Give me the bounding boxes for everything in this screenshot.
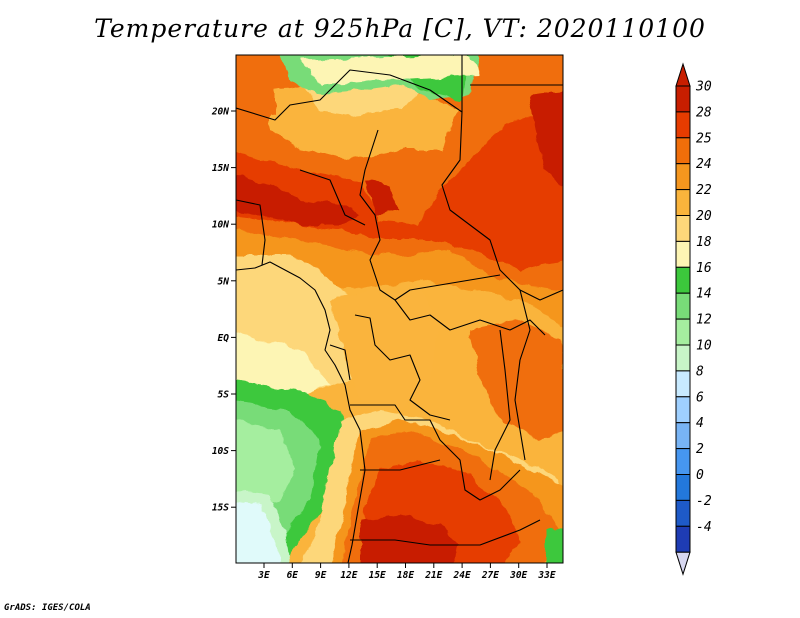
colorbar-swatch [675,422,691,450]
colorbar-label: 6 [696,390,704,405]
lat-tick-label: 10S [212,446,229,457]
colorbar-swatch [675,85,691,113]
colorbar-label: 18 [696,235,712,250]
lat-tick-label: EQ [218,333,230,344]
lat-tick-label: 15N [212,163,229,174]
colorbar-label: 20 [696,209,712,224]
colorbar-swatch [675,292,691,320]
colorbar-label: 12 [696,313,712,328]
lat-tick-label: 10N [212,220,229,231]
colorbar-swatch [675,474,691,501]
temperature-contour-t12 [236,421,295,510]
colorbar-label: 10 [696,339,712,354]
grads-credit: GrADS: IGES/COLA [4,603,91,613]
colorbar-label: 30 [695,80,712,95]
colorbar-swatch [675,525,691,553]
colorbar-swatch [675,215,691,242]
colorbar-swatch [675,137,691,165]
temperature-contour-t8 [236,500,279,563]
colorbar-label: -2 [696,494,712,509]
lat-tick-label: 15S [212,503,229,514]
colorbar-swatch [675,318,691,346]
colorbar-label: 25 [696,131,712,146]
colorbar-swatch [675,111,691,139]
colorbar-upper-arrow [675,62,691,87]
map-frame [235,54,564,564]
temperature-contour-t30 [360,515,460,563]
colorbar-swatch [675,499,691,527]
colorbar-label: 24 [696,157,712,172]
temperature-contour-t30 [236,176,360,225]
colorbar-label: 0 [696,468,704,483]
temperature-field [236,55,563,563]
colorbar-label: 2 [696,442,704,457]
lon-tick-label: 15E [369,570,386,581]
longitude-axis: 3E 6E 9E 12E 15E 18E 21E 24E 27E 30E 33E [257,563,556,581]
temperature-contour-t30 [530,90,563,185]
colorbar-label: 4 [696,416,704,431]
colorbar-swatch [675,344,691,372]
lon-tick-label: 18E [397,570,414,581]
map-area [236,55,563,563]
colorbar-swatch [675,266,691,294]
lon-tick-label: 12E [340,570,357,581]
colorbar-lower-arrow [675,551,691,576]
temperature-contour-t25 [236,55,275,120]
temperature-contour-t25 [470,320,563,440]
colorbar-swatch [675,370,691,398]
colorbar-swatch [675,396,691,424]
lon-tick-label: 21E [424,570,442,581]
lon-tick-label: 33E [537,570,555,581]
latitude-axis: 20N 15N 10N 5N EQ 5S 10S 15S [211,107,236,514]
lat-tick-label: 20N [211,107,229,118]
temperature-contour-t16 [545,526,563,563]
colorbar-label: 14 [696,287,712,302]
lat-tick-label: 5N [218,276,230,287]
country-boundaries [236,55,563,563]
lon-tick-label: 24E [453,570,471,581]
temperature-contour-t18 [300,55,480,85]
colorbar-label: 16 [696,261,712,276]
temperature-contour-t30 [365,180,400,215]
colorbar-label: 28 [696,105,712,120]
temperature-contour-t28 [236,111,563,270]
colorbar-swatch [675,163,691,191]
colorbar-label: -4 [696,520,712,535]
lon-tick-label: 30E [509,570,527,581]
lon-tick-label: 6E [287,570,299,581]
colorbar-label: 8 [696,364,704,379]
temperature-contour-t18 [236,331,330,395]
lon-tick-label: 3E [257,570,270,581]
lon-tick-label: 27E [481,570,499,581]
lon-tick-label: 9E [315,570,327,581]
colorbar-label: 22 [696,183,712,198]
temperature-contour-t22 [330,290,440,410]
colorbar-swatch [675,448,691,476]
chart-title: Temperature at 925hPa [C], VT: 202011010… [94,14,706,43]
colorbar-swatch [675,189,691,217]
lat-tick-label: 5S [218,390,230,401]
colorbar-swatch [675,240,691,268]
